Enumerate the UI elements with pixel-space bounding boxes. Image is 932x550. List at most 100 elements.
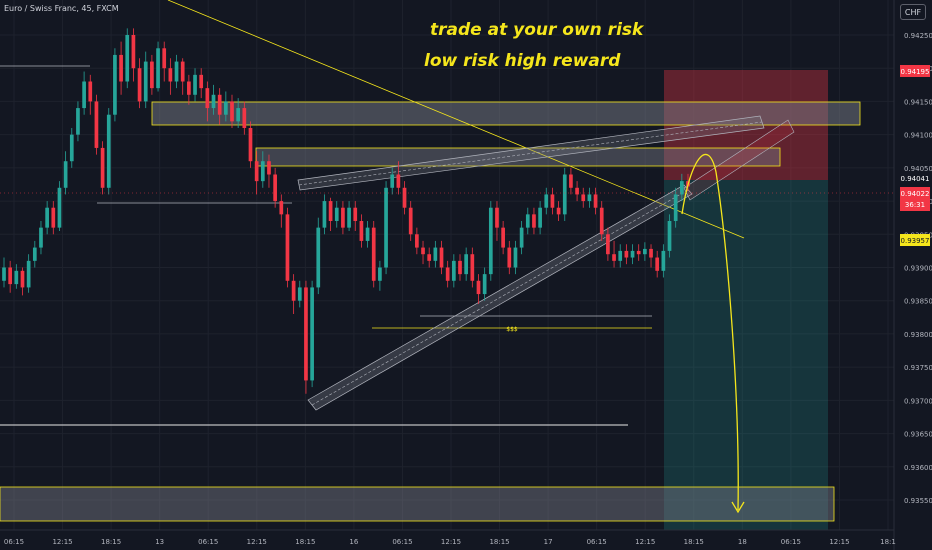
- candle[interactable]: [279, 194, 284, 228]
- candle[interactable]: [291, 274, 296, 314]
- candle[interactable]: [334, 201, 339, 228]
- candle[interactable]: [205, 81, 210, 122]
- candle[interactable]: [636, 244, 641, 261]
- candle[interactable]: [26, 254, 31, 293]
- candle[interactable]: [612, 240, 616, 268]
- candle[interactable]: [378, 260, 382, 291]
- candle[interactable]: [525, 207, 530, 235]
- candle[interactable]: [94, 94, 99, 155]
- candle[interactable]: [322, 194, 327, 235]
- candle[interactable]: [667, 214, 672, 258]
- candle[interactable]: [137, 58, 142, 109]
- candle[interactable]: [649, 244, 653, 268]
- candle[interactable]: [606, 227, 610, 261]
- candle[interactable]: [538, 201, 542, 235]
- candle[interactable]: [384, 181, 388, 275]
- candle[interactable]: [76, 101, 80, 142]
- candle[interactable]: [501, 221, 505, 255]
- candle[interactable]: [482, 267, 487, 301]
- candle[interactable]: [150, 54, 154, 95]
- candle[interactable]: [2, 257, 6, 288]
- descending-trendline[interactable]: [167, 0, 745, 239]
- candle[interactable]: [20, 267, 25, 296]
- take-profit-zone[interactable]: [664, 180, 828, 530]
- candle[interactable]: [39, 221, 43, 255]
- candle[interactable]: [14, 264, 19, 289]
- candle[interactable]: [470, 247, 475, 288]
- supply-zone-lower[interactable]: [255, 147, 781, 167]
- candle[interactable]: [143, 51, 148, 109]
- projection-arrow[interactable]: [681, 153, 739, 511]
- demand-zone-target[interactable]: [0, 486, 835, 522]
- candle[interactable]: [57, 181, 62, 231]
- candle[interactable]: [581, 187, 586, 208]
- supply-zone-upper[interactable]: [151, 101, 861, 126]
- candle[interactable]: [267, 154, 271, 188]
- candle[interactable]: [532, 207, 536, 235]
- candle[interactable]: [223, 91, 228, 122]
- candle[interactable]: [365, 221, 370, 248]
- candle[interactable]: [427, 247, 432, 268]
- candle[interactable]: [328, 197, 333, 231]
- candle[interactable]: [562, 167, 567, 221]
- candle[interactable]: [88, 74, 93, 115]
- candle[interactable]: [45, 201, 49, 235]
- candle[interactable]: [464, 247, 469, 281]
- candle[interactable]: [396, 161, 401, 195]
- candle[interactable]: [569, 167, 573, 195]
- candle[interactable]: [458, 254, 462, 281]
- candle[interactable]: [587, 187, 592, 208]
- candle[interactable]: [260, 151, 265, 188]
- candle[interactable]: [106, 108, 111, 195]
- ascending-channel-upper[interactable]: [297, 115, 765, 191]
- candle[interactable]: [359, 214, 364, 248]
- candle[interactable]: [8, 260, 13, 293]
- candle[interactable]: [156, 41, 160, 92]
- candle[interactable]: [513, 240, 518, 275]
- candle[interactable]: [273, 167, 277, 208]
- candle[interactable]: [488, 201, 493, 281]
- candle[interactable]: [113, 48, 117, 122]
- candle[interactable]: [433, 240, 438, 268]
- candle[interactable]: [69, 128, 74, 168]
- candle[interactable]: [476, 274, 481, 305]
- candle[interactable]: [655, 250, 660, 278]
- candle[interactable]: [402, 181, 407, 215]
- candle[interactable]: [575, 181, 579, 202]
- candle[interactable]: [304, 280, 308, 394]
- candle[interactable]: [248, 121, 253, 168]
- candle[interactable]: [630, 244, 635, 265]
- candle[interactable]: [643, 242, 647, 261]
- candle[interactable]: [439, 240, 444, 275]
- candle[interactable]: [162, 41, 167, 82]
- candle[interactable]: [390, 167, 395, 195]
- candle[interactable]: [187, 74, 191, 105]
- candle[interactable]: [211, 84, 216, 115]
- candle[interactable]: [174, 54, 179, 89]
- candle[interactable]: [341, 201, 345, 235]
- candle[interactable]: [415, 227, 419, 255]
- candle[interactable]: [217, 88, 222, 125]
- candle[interactable]: [599, 201, 604, 241]
- candle[interactable]: [230, 94, 234, 128]
- candle[interactable]: [297, 280, 302, 308]
- candle[interactable]: [82, 71, 86, 115]
- candle[interactable]: [347, 201, 351, 231]
- breakout-channel[interactable]: [683, 119, 795, 201]
- candle[interactable]: [119, 41, 123, 95]
- candle[interactable]: [131, 28, 136, 82]
- candle[interactable]: [371, 221, 376, 288]
- candle[interactable]: [180, 58, 185, 95]
- candle[interactable]: [495, 201, 499, 241]
- candle[interactable]: [63, 151, 68, 195]
- symbol-title[interactable]: Euro / Swiss Franc, 45, FXCM: [4, 4, 119, 13]
- candle[interactable]: [624, 244, 629, 265]
- candle[interactable]: [193, 68, 197, 102]
- candle[interactable]: [445, 260, 450, 288]
- candle[interactable]: [310, 280, 314, 388]
- candle[interactable]: [125, 28, 130, 89]
- candle[interactable]: [285, 207, 290, 288]
- candle[interactable]: [661, 244, 666, 278]
- candle[interactable]: [550, 187, 555, 215]
- candle[interactable]: [544, 187, 549, 215]
